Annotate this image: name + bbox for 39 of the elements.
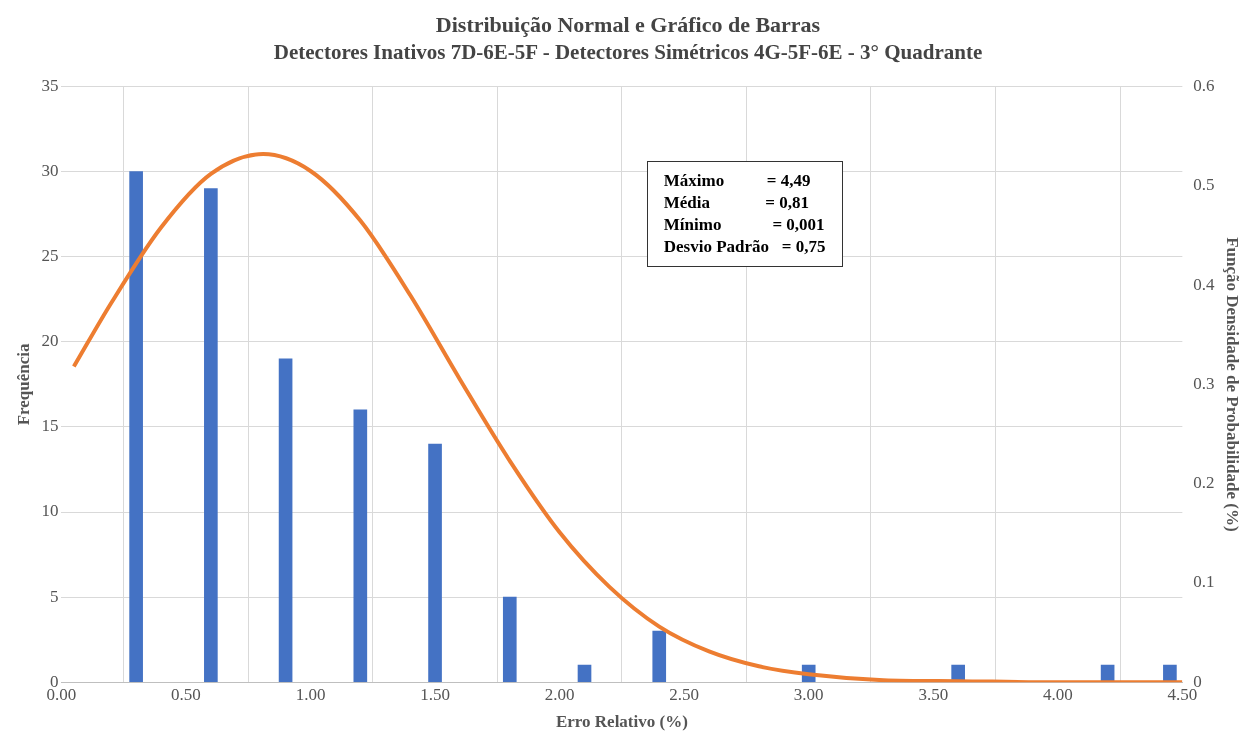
y-tick-label: 20 bbox=[41, 331, 59, 351]
chart-title: Distribuição Normal e Gráfico de Barras bbox=[435, 11, 821, 37]
x-tick-label: 1.00 bbox=[295, 684, 326, 704]
chart-subtitle: Detectores Inativos 7D-6E-5F - Detectores Simétricos 4G-5F-6E - 3° Quadrante bbox=[273, 40, 983, 65]
y-tick-label: 10 bbox=[41, 501, 59, 521]
bar bbox=[577, 664, 592, 683]
x-tick-label: 2.50 bbox=[669, 684, 700, 704]
x-tick-label: 1.50 bbox=[420, 684, 450, 704]
bar bbox=[204, 188, 218, 683]
bar bbox=[428, 443, 442, 683]
bar bbox=[652, 630, 667, 683]
y-tick-label: 5 bbox=[49, 586, 59, 606]
x-tick-label: 3.50 bbox=[918, 684, 949, 704]
annotation: Máximo = 4,49 bbox=[663, 170, 812, 193]
y2-tick-label: 0.3 bbox=[1193, 373, 1215, 393]
y2-tick-label: 0.6 bbox=[1193, 76, 1215, 96]
y-tick-label: 25 bbox=[41, 246, 59, 266]
line-series bbox=[71, 152, 1183, 683]
y2-tick-label: 0.2 bbox=[1193, 473, 1215, 493]
bar bbox=[353, 409, 368, 683]
annotation: Média = 0,81 bbox=[663, 192, 810, 215]
y-tick-label: 35 bbox=[41, 76, 59, 96]
x-tick-label: 3.00 bbox=[793, 684, 824, 704]
annotation: Mínimo = 0,001 bbox=[663, 214, 826, 237]
y2-tick-label: 0.5 bbox=[1193, 175, 1215, 195]
y2-tick-label: 0.4 bbox=[1193, 274, 1216, 294]
y-axis-title: Frequência bbox=[13, 342, 33, 426]
y-tick-label: 15 bbox=[41, 416, 59, 436]
x-tick-label: 4.00 bbox=[1042, 684, 1073, 704]
x-tick-label: 0.50 bbox=[171, 684, 201, 704]
y2-tick-label: 0.1 bbox=[1193, 572, 1215, 592]
y2-axis-title: Função Densidade de Probabilidade (%) bbox=[1223, 237, 1243, 532]
x-tick-label: 2.00 bbox=[544, 684, 575, 704]
y-tick-label: 30 bbox=[41, 161, 59, 181]
bar bbox=[278, 358, 293, 683]
bar bbox=[129, 171, 143, 683]
bar bbox=[502, 596, 517, 683]
x-axis-title: Erro Relativo (%) bbox=[555, 712, 688, 732]
annotation: Desvio Padrão = 0,75 bbox=[663, 236, 826, 259]
